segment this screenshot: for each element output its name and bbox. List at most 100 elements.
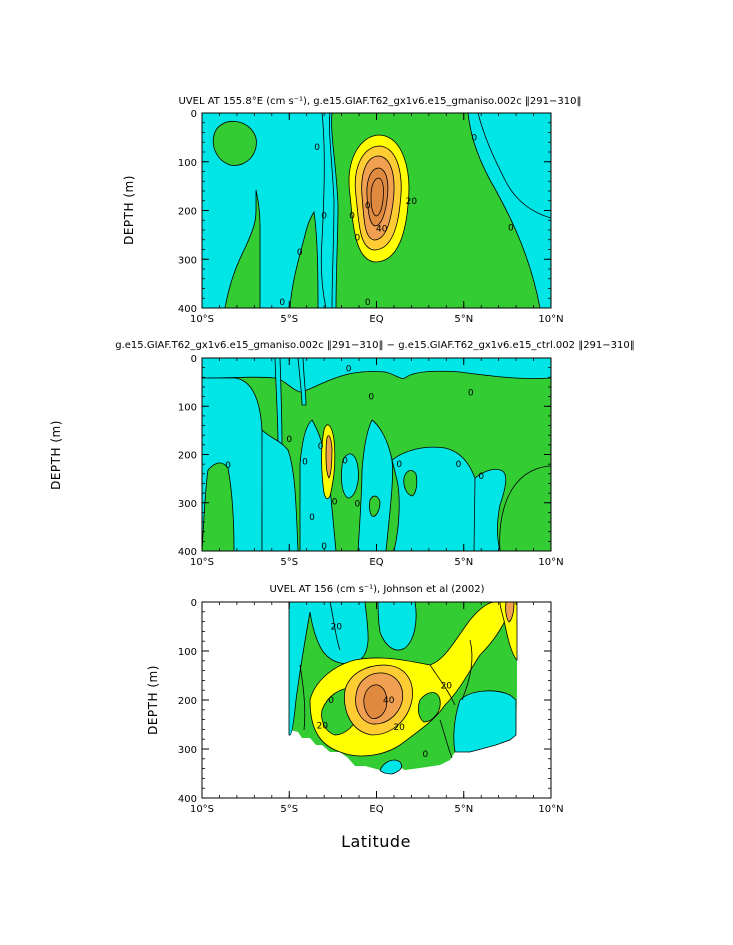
panel-1-y-axis-label: DEPTH (m) <box>122 175 136 245</box>
panel-2-x-tick-label: EQ <box>369 557 383 568</box>
panel-3-contour-labels: 20 0 20 40 20 20 0 <box>317 623 453 760</box>
contour-label: 0 <box>342 456 348 466</box>
panel-2-title: g.e15.GIAF.T62_gx1v6.e15_gmaniso.002c ‖2… <box>115 340 635 351</box>
contour-label: 0 <box>302 458 308 468</box>
panel-2-ticks: 10°S 5°S EQ 5°N 10°N 0 100 200 300 400 <box>178 354 564 568</box>
contour-label: 40 <box>383 696 395 706</box>
panel-2-y-tick-label: 100 <box>178 402 197 413</box>
panel-1-green-region-main <box>224 189 261 308</box>
panel-3-green-inlay-east <box>417 692 441 723</box>
contour-label: 0 <box>396 460 402 470</box>
panel-2-orange-anomaly <box>325 435 333 479</box>
panel-1-x-tick-label: 10°S <box>190 314 214 325</box>
panel-1-inner-contour <box>370 177 384 217</box>
panel-3-title: UVEL AT 156 (cm s⁻¹), Johnson et al (200… <box>269 584 484 595</box>
x-axis-label: Latitude <box>341 832 411 851</box>
panel-2-x-tick-label: 10°S <box>190 557 214 568</box>
panel-3-plot-area <box>288 602 518 775</box>
panel-1: UVEL AT 155.8°E (cm s⁻¹), g.e15.GIAF.T62… <box>122 96 582 325</box>
panel-1-x-tick-label: EQ <box>369 314 383 325</box>
panel-3-y-tick-label: 400 <box>178 794 197 805</box>
contour-label: 0 <box>365 202 371 212</box>
contour-label: 20 <box>331 623 343 633</box>
panel-3-x-tick-label: 5°S <box>280 804 298 815</box>
panel-3-y-axis-label: DEPTH (m) <box>146 665 160 735</box>
panel-3-y-tick-label: 100 <box>178 647 197 658</box>
panel-2-x-tick-label: 5°N <box>454 557 473 568</box>
contour-label: 0 <box>468 389 474 399</box>
panel-1-green-region-core <box>289 210 319 308</box>
contour-label: 0 <box>422 750 428 760</box>
contour-label: 0 <box>314 143 320 153</box>
panel-2-green-island <box>403 470 418 497</box>
contour-label: 0 <box>368 393 374 403</box>
contour-label: 0 <box>354 500 360 510</box>
panel-1-plot-area <box>202 113 551 308</box>
panel-2-cyan-pocket <box>341 453 359 499</box>
panel-3-x-tick-label: 10°S <box>190 804 214 815</box>
panel-2-cyan-east-basin <box>391 446 479 551</box>
panel-3-contour-east <box>461 639 473 701</box>
panel-1-x-tick-label: 10°N <box>538 314 563 325</box>
contour-label: 0 <box>328 696 334 706</box>
panel-2-y-tick-label: 400 <box>178 547 197 558</box>
panel-1-x-tick-label: 5°S <box>280 314 298 325</box>
panel-3-contour-west <box>299 664 306 731</box>
panel-3-contour-mid <box>429 664 456 706</box>
contour-label: 0 <box>354 233 360 243</box>
panel-3-cyan-northeast <box>377 602 417 651</box>
panel-2-cyan-central <box>261 429 299 551</box>
panel-3-x-tick-label: 5°N <box>454 804 473 815</box>
panel-1-y-tick-label: 400 <box>178 304 197 315</box>
contour-label: 0 <box>318 442 324 452</box>
panel-2-y-tick-label: 200 <box>178 451 197 462</box>
panel-2-cyan-southeast <box>473 468 507 551</box>
panel-1-cyan-strip <box>320 113 335 308</box>
panel-2-cyan-ridge <box>357 419 393 551</box>
panel-1-x-tick-label: 5°N <box>454 314 473 325</box>
contour-label: 0 <box>365 298 371 308</box>
panel-3-deep-orange-core <box>363 684 388 719</box>
contour-label: 20 <box>393 723 405 733</box>
panel-3-x-tick-label: EQ <box>369 804 383 815</box>
panel-3-y-tick-label: 300 <box>178 745 197 756</box>
panel-1-y-tick-label: 300 <box>178 255 197 266</box>
contour-label: 0 <box>508 224 514 234</box>
panel-2-cyan-top-band <box>202 358 551 393</box>
contour-label: 20 <box>406 197 418 207</box>
panel-3-y-tick-label: 0 <box>191 598 197 609</box>
panel-2-green-east-dome <box>499 465 551 551</box>
contour-label: 40 <box>376 225 388 235</box>
contour-label: 0 <box>349 211 355 221</box>
contour-label: 0 <box>456 460 462 470</box>
contour-label: 0 <box>225 461 231 471</box>
panel-1-y-tick-label: 200 <box>178 207 197 218</box>
contour-label: 0 <box>321 211 327 221</box>
contour-label: 0 <box>309 513 315 523</box>
panel-2-green-spot <box>369 495 381 517</box>
panel-3-y-tick-label: 200 <box>178 696 197 707</box>
contour-label: 0 <box>297 248 303 258</box>
panel-2-cyan-west-column <box>202 377 263 551</box>
panel-2-x-tick-label: 10°N <box>538 557 563 568</box>
contour-label: 20 <box>317 721 329 731</box>
panel-3: UVEL AT 156 (cm s⁻¹), Johnson et al (200… <box>146 584 564 815</box>
contour-label: 0 <box>279 298 285 308</box>
panel-2-plot-area <box>202 358 551 551</box>
contour-label: 0 <box>346 365 352 375</box>
contour-label: 0 <box>321 542 327 552</box>
contour-label: 0 <box>286 435 292 445</box>
panel-1-title: UVEL AT 155.8°E (cm s⁻¹), g.e15.GIAF.T62… <box>178 96 581 107</box>
contour-label: 20 <box>441 681 453 691</box>
contour-label: 0 <box>478 472 484 482</box>
panel-1-green-blob-west <box>212 120 257 166</box>
panel-1-y-tick-label: 0 <box>191 109 197 120</box>
panel-3-contour-south <box>439 719 453 759</box>
panel-3-cyan-east-pocket <box>453 690 517 753</box>
panel-1-y-tick-label: 100 <box>178 158 197 169</box>
